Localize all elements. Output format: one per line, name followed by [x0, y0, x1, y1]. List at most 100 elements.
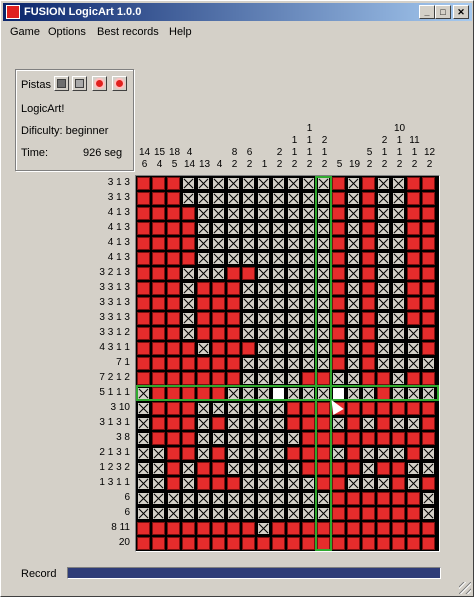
grid-cell[interactable]: [362, 447, 375, 460]
grid-cell[interactable]: [362, 327, 375, 340]
grid-cell[interactable]: [422, 417, 435, 430]
grid-cell[interactable]: [422, 477, 435, 490]
grid-cell[interactable]: [347, 282, 360, 295]
grid-cell[interactable]: [182, 372, 195, 385]
grid-cell[interactable]: [152, 357, 165, 370]
grid-cell[interactable]: [362, 312, 375, 325]
grid-cell[interactable]: [212, 222, 225, 235]
grid-cell[interactable]: [332, 492, 345, 505]
grid-cell[interactable]: [182, 402, 195, 415]
grid-cell[interactable]: [377, 357, 390, 370]
grid-cell[interactable]: [242, 207, 255, 220]
title-bar[interactable]: FUSION LogicArt 1.0.0 _ □ ✕: [3, 3, 472, 21]
grid-cell[interactable]: [212, 327, 225, 340]
grid-cell[interactable]: [287, 372, 300, 385]
grid-cell[interactable]: [137, 267, 150, 280]
grid-cell[interactable]: [182, 237, 195, 250]
grid-cell[interactable]: [167, 462, 180, 475]
grid-cell[interactable]: [407, 327, 420, 340]
resize-grip-icon[interactable]: [459, 582, 471, 594]
grid-cell[interactable]: [167, 447, 180, 460]
grid-cell[interactable]: [242, 297, 255, 310]
grid-cell[interactable]: [272, 327, 285, 340]
grid-cell[interactable]: [152, 312, 165, 325]
grid-cell[interactable]: [362, 492, 375, 505]
grid-cell[interactable]: [227, 282, 240, 295]
grid-cell[interactable]: [242, 237, 255, 250]
grid-cell[interactable]: [272, 222, 285, 235]
grid-cell[interactable]: [302, 462, 315, 475]
grid-cell[interactable]: [317, 372, 330, 385]
grid-cell[interactable]: [257, 252, 270, 265]
grid-cell[interactable]: [332, 477, 345, 490]
grid-cell[interactable]: [377, 447, 390, 460]
grid-cell[interactable]: [212, 477, 225, 490]
grid-cell[interactable]: [287, 327, 300, 340]
grid-cell[interactable]: [287, 387, 300, 400]
grid-cell[interactable]: [137, 432, 150, 445]
grid-cell[interactable]: [317, 297, 330, 310]
grid-cell[interactable]: [227, 402, 240, 415]
grid-cell[interactable]: [167, 222, 180, 235]
grid-cell[interactable]: [347, 417, 360, 430]
grid-cell[interactable]: [197, 222, 210, 235]
grid-cell[interactable]: [422, 237, 435, 250]
grid-cell[interactable]: [362, 222, 375, 235]
grid-cell[interactable]: [332, 312, 345, 325]
grid-cell[interactable]: [287, 177, 300, 190]
grid-cell[interactable]: [347, 537, 360, 550]
grid-cell[interactable]: [332, 207, 345, 220]
grid-cell[interactable]: [257, 522, 270, 535]
grid-cell[interactable]: [317, 507, 330, 520]
grid-cell[interactable]: [152, 462, 165, 475]
grid-cell[interactable]: [302, 237, 315, 250]
grid-cell[interactable]: [212, 417, 225, 430]
grid-cell[interactable]: [197, 267, 210, 280]
grid-cell[interactable]: [287, 477, 300, 490]
grid-cell[interactable]: [272, 192, 285, 205]
grid-cell[interactable]: [332, 357, 345, 370]
grid-cell[interactable]: [257, 192, 270, 205]
grid-cell[interactable]: [242, 417, 255, 430]
grid-cell[interactable]: [302, 537, 315, 550]
grid-cell[interactable]: [377, 207, 390, 220]
grid-cell[interactable]: [212, 177, 225, 190]
grid-cell[interactable]: [422, 222, 435, 235]
grid-cell[interactable]: [392, 357, 405, 370]
grid-cell[interactable]: [242, 402, 255, 415]
grid-cell[interactable]: [332, 432, 345, 445]
grid-cell[interactable]: [392, 462, 405, 475]
grid-cell[interactable]: [392, 447, 405, 460]
grid-cell[interactable]: [152, 402, 165, 415]
grid-cell[interactable]: [137, 372, 150, 385]
grid-cell[interactable]: [167, 342, 180, 355]
grid-cell[interactable]: [332, 537, 345, 550]
grid-cell[interactable]: [137, 327, 150, 340]
grid-cell[interactable]: [227, 477, 240, 490]
grid-cell[interactable]: [392, 312, 405, 325]
grid-cell[interactable]: [347, 492, 360, 505]
grid-cell[interactable]: [332, 327, 345, 340]
grid-cell[interactable]: [167, 417, 180, 430]
grid-cell[interactable]: [287, 522, 300, 535]
grid-cell[interactable]: [242, 462, 255, 475]
grid-cell[interactable]: [377, 417, 390, 430]
grid-cell[interactable]: [302, 492, 315, 505]
grid-cell[interactable]: [137, 522, 150, 535]
grid-cell[interactable]: [377, 252, 390, 265]
grid-cell[interactable]: [227, 327, 240, 340]
grid-cell[interactable]: [257, 207, 270, 220]
grid-cell[interactable]: [227, 507, 240, 520]
grid-cell[interactable]: [362, 207, 375, 220]
grid-cell[interactable]: [347, 357, 360, 370]
grid-cell[interactable]: [362, 267, 375, 280]
grid-cell[interactable]: [317, 432, 330, 445]
grid-cell[interactable]: [392, 342, 405, 355]
grid-cell[interactable]: [317, 282, 330, 295]
grid-cell[interactable]: [392, 237, 405, 250]
grid-cell[interactable]: [362, 537, 375, 550]
grid-cell[interactable]: [302, 357, 315, 370]
grid-cell[interactable]: [197, 477, 210, 490]
grid-cell[interactable]: [227, 312, 240, 325]
grid-cell[interactable]: [332, 447, 345, 460]
